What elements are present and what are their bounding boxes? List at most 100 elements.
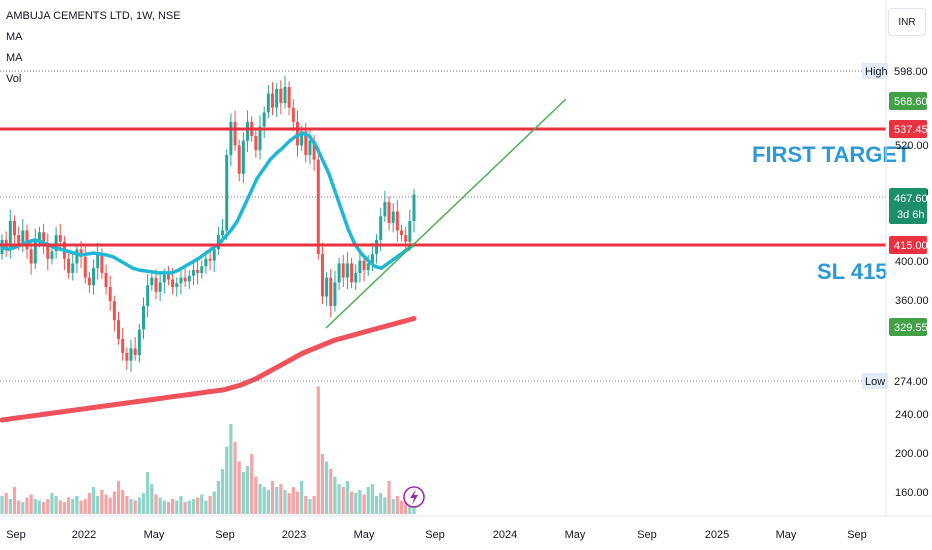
y-tick-label: 200.00 xyxy=(895,448,929,460)
candle-body xyxy=(67,258,71,273)
volume-bar xyxy=(304,496,308,514)
volume-bar xyxy=(395,496,399,514)
svg-text:Low: Low xyxy=(865,376,885,388)
candle-body xyxy=(154,277,158,292)
candle-body xyxy=(229,121,233,155)
stop-loss-annotation: SL 415 xyxy=(817,259,888,284)
x-tick-label: 2022 xyxy=(72,529,96,541)
volume-bar xyxy=(245,466,250,514)
candle-body xyxy=(150,277,154,286)
ma-indicator-2[interactable]: MA xyxy=(6,52,23,64)
candle-body xyxy=(204,258,208,267)
volume-bar xyxy=(175,500,179,514)
volume-bar xyxy=(4,493,8,514)
volume-bar xyxy=(308,499,312,514)
lightning-icon[interactable] xyxy=(403,486,425,508)
volume-bar xyxy=(200,494,204,514)
ma-long-line xyxy=(0,316,417,423)
candle-body xyxy=(262,112,266,127)
volume-bar xyxy=(262,487,266,514)
candle-body xyxy=(104,272,108,288)
upper-target-tag: 568.60 xyxy=(889,92,928,110)
volume-bar xyxy=(8,499,12,514)
candle-body xyxy=(408,220,412,242)
candle-body xyxy=(8,220,12,250)
candle-body xyxy=(412,194,416,221)
candle-body xyxy=(112,301,116,321)
svg-text:High: High xyxy=(865,66,888,78)
volume-bar xyxy=(37,500,42,514)
x-tick-label: Sep xyxy=(847,529,867,541)
chart-legend: AMBUJA CEMENTS LTD, 1W, NSE MA MA Vol xyxy=(6,6,181,90)
candle-body xyxy=(171,279,175,288)
volume-bar xyxy=(358,490,362,514)
volume-bar xyxy=(354,493,358,514)
candle-body xyxy=(33,239,37,264)
x-tick-label: May xyxy=(144,529,165,541)
volume-bar xyxy=(58,500,62,514)
candle-body xyxy=(254,136,258,151)
volume-bar xyxy=(320,454,325,514)
currency-button[interactable]: INR xyxy=(888,8,926,36)
volume-bar xyxy=(212,491,216,514)
volume-bar xyxy=(191,499,196,514)
volume-bar xyxy=(374,496,379,514)
volume-bar xyxy=(87,493,91,514)
svg-text:537.45: 537.45 xyxy=(894,124,928,136)
candle-body xyxy=(121,338,125,354)
candle-body xyxy=(291,107,295,122)
candle-body xyxy=(146,285,150,306)
volume-bar xyxy=(162,500,166,514)
volume-bar xyxy=(345,481,350,514)
volume-bar xyxy=(387,481,391,514)
volume-bar xyxy=(141,493,146,514)
y-tick-label: 520.00 xyxy=(895,140,929,152)
symbol-title[interactable]: AMBUJA CEMENTS LTD, 1W, NSE xyxy=(6,10,181,22)
volume-bar xyxy=(412,505,416,514)
ma-indicator-1[interactable]: MA xyxy=(6,31,23,43)
candle-body xyxy=(320,254,324,297)
volume-bar xyxy=(187,500,191,514)
stop-loss-tag: 415.00 xyxy=(889,236,928,254)
candle-body xyxy=(83,256,87,278)
volume-bar xyxy=(295,491,300,514)
candle-body xyxy=(304,131,308,155)
candle-body xyxy=(233,121,237,146)
candle-body xyxy=(225,154,229,231)
candle-body xyxy=(300,131,304,146)
candle-body xyxy=(345,263,349,278)
candle-body xyxy=(46,244,50,259)
candle-body xyxy=(125,353,129,361)
x-tick-label: Sep xyxy=(425,529,445,541)
volume-bar xyxy=(279,484,283,514)
volume-bar xyxy=(79,500,83,514)
volume-bar xyxy=(404,499,408,514)
candle-body xyxy=(379,216,383,240)
candle-body xyxy=(312,140,316,160)
candle-body xyxy=(129,348,133,361)
svg-text:568.60: 568.60 xyxy=(894,96,928,108)
volume-bar xyxy=(42,502,46,514)
volume-bar xyxy=(266,490,270,514)
candle-body xyxy=(183,277,187,282)
candle-body xyxy=(87,277,91,286)
time-axis[interactable]: Sep 2022 May Sep 2023 May Sep 2024 May Sep 2025 May… xyxy=(6,529,867,541)
candle-body xyxy=(58,235,62,242)
candle-body xyxy=(21,230,25,245)
volume-bar xyxy=(91,487,96,514)
trend-line xyxy=(325,98,567,329)
volume-bar xyxy=(300,481,304,514)
volume-bar xyxy=(75,496,79,514)
candle-body xyxy=(175,283,179,288)
volume-bar xyxy=(179,496,183,514)
volume-bar xyxy=(83,499,87,514)
volume-bars xyxy=(0,386,416,514)
candle-body xyxy=(158,282,162,292)
candle-body xyxy=(275,88,279,108)
high-tag: High 598.00 xyxy=(862,63,928,79)
volume-indicator[interactable]: Vol xyxy=(6,73,22,85)
candle-body xyxy=(50,251,54,259)
candle-body xyxy=(196,270,200,273)
volume-bar xyxy=(291,487,295,514)
